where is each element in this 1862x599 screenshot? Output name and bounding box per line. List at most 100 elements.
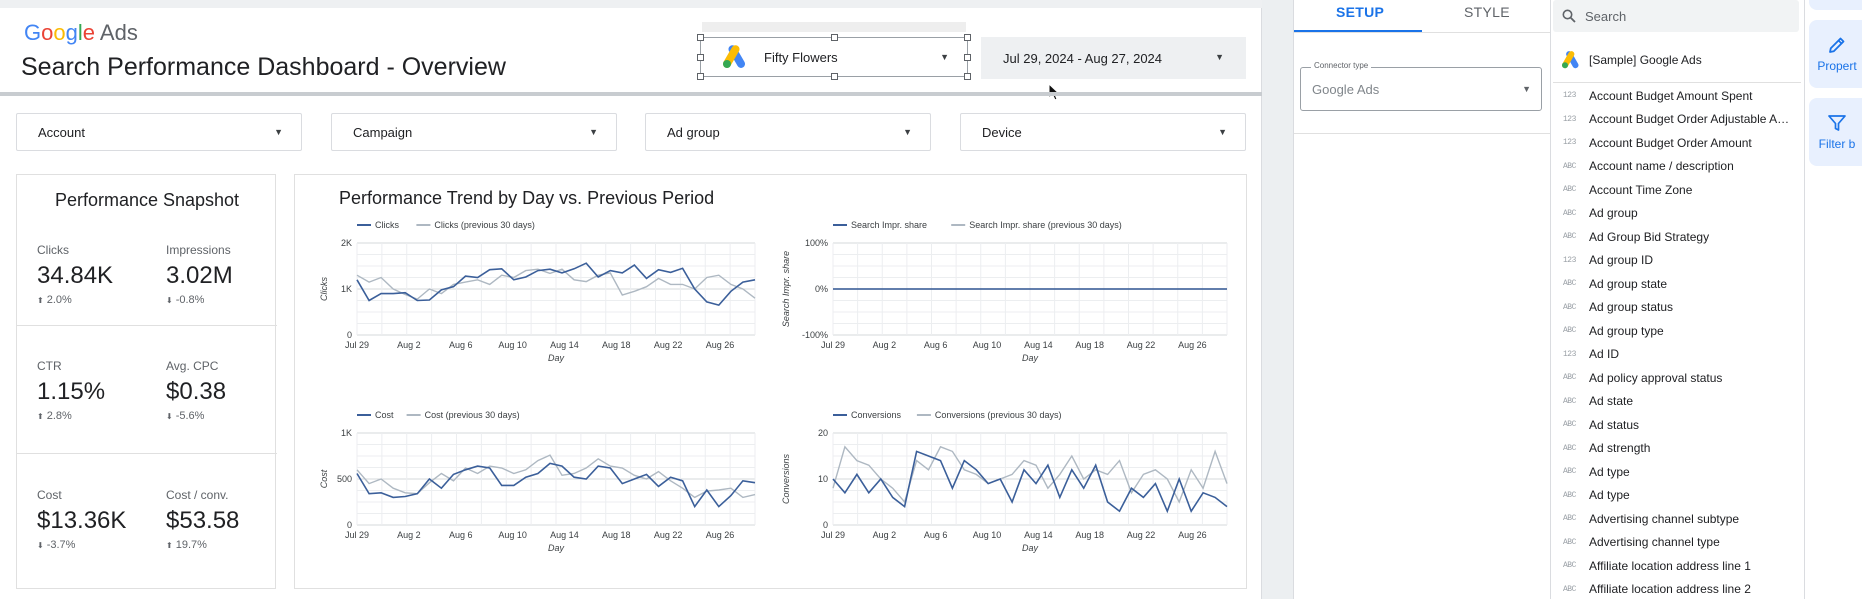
resize-handle[interactable] bbox=[831, 73, 838, 80]
field-name: Advertising channel subtype bbox=[1589, 511, 1740, 526]
kpi-value: $13.36K bbox=[37, 507, 127, 534]
text-type-icon: ABC bbox=[1563, 561, 1576, 570]
arrow-up-icon: ⬆ bbox=[166, 540, 173, 550]
field-item[interactable]: ABC Advertising channel subtype bbox=[1551, 507, 1804, 530]
kpi-label: CTR bbox=[37, 359, 62, 373]
chevron-down-icon: ▼ bbox=[1215, 52, 1224, 62]
kpi-label: Cost / conv. bbox=[166, 488, 229, 502]
field-item[interactable]: 123 Account Budget Amount Spent bbox=[1551, 84, 1804, 107]
header-divider bbox=[0, 92, 1262, 96]
field-item[interactable]: ABC Advertising channel type bbox=[1551, 531, 1804, 554]
filter-rail-button[interactable]: Filter b bbox=[1809, 98, 1862, 166]
field-item[interactable]: ABC Ad group type bbox=[1551, 319, 1804, 342]
field-name: Ad group status bbox=[1589, 300, 1674, 314]
field-name: Ad Group Bid Strategy bbox=[1589, 229, 1710, 244]
number-type-icon: 123 bbox=[1563, 255, 1576, 265]
resize-handle[interactable] bbox=[697, 73, 704, 80]
field-name: Ad status bbox=[1589, 417, 1640, 432]
kpi-delta: ⬇ -0.8% bbox=[166, 294, 205, 306]
x-tick-label: Aug 14 bbox=[1024, 530, 1053, 540]
filter-campaign[interactable]: Campaign ▼ bbox=[331, 113, 617, 151]
field-item[interactable]: ABC Affiliate location address line 2 bbox=[1551, 578, 1804, 599]
resize-handle[interactable] bbox=[964, 54, 971, 61]
chart-conversions[interactable]: Conversions Conversions (previous 30 days… bbox=[775, 407, 1235, 567]
x-tick-label: Aug 6 bbox=[924, 530, 948, 540]
data-source-name: [Sample] Google Ads bbox=[1589, 53, 1702, 67]
filter-device[interactable]: Device ▼ bbox=[960, 113, 1246, 151]
search-icon bbox=[1562, 9, 1576, 23]
field-item[interactable]: ABC Account Time Zone bbox=[1551, 178, 1804, 201]
field-item[interactable]: ABC Account name / description bbox=[1551, 155, 1804, 178]
kpi-value: $0.38 bbox=[166, 378, 227, 405]
filter-label: Campaign bbox=[353, 124, 413, 140]
field-item[interactable]: ABC Ad state bbox=[1551, 390, 1804, 413]
divider bbox=[1294, 32, 1551, 33]
account-selector[interactable]: Fifty Flowers ▼ bbox=[697, 34, 971, 80]
field-item[interactable]: 123 Ad ID bbox=[1551, 343, 1804, 366]
tab-setup[interactable]: SETUP bbox=[1336, 4, 1385, 20]
text-type-icon: ABC bbox=[1563, 279, 1576, 288]
filter-account[interactable]: Account ▼ bbox=[16, 113, 302, 151]
field-item[interactable]: ABC Affiliate location address line 1 bbox=[1551, 554, 1804, 577]
field-item[interactable]: ABC Ad type bbox=[1551, 460, 1804, 483]
resize-handle[interactable] bbox=[831, 34, 838, 41]
field-name: Account Budget Amount Spent bbox=[1589, 88, 1753, 103]
data-source-row[interactable]: [Sample] Google Ads bbox=[1561, 51, 1702, 69]
legend-label: Clicks bbox=[375, 220, 399, 230]
properties-rail-button[interactable]: Propert bbox=[1809, 20, 1862, 88]
resize-handle[interactable] bbox=[964, 34, 971, 41]
x-tick-label: Jul 29 bbox=[345, 530, 369, 540]
performance-snapshot-card[interactable]: Performance Snapshot Clicks 34.84K ⬆ 2.0%… bbox=[16, 174, 277, 589]
field-item[interactable]: 123 Ad group ID bbox=[1551, 249, 1804, 272]
date-range-control[interactable]: Jul 29, 2024 - Aug 27, 2024 ▼ bbox=[981, 37, 1246, 79]
kpi-label: Clicks bbox=[37, 243, 69, 257]
field-item[interactable]: 123 Account Budget Order Adjustable Am... bbox=[1551, 108, 1804, 131]
report-canvas[interactable]: Google Ads Search Performance Dashboard … bbox=[0, 0, 1262, 599]
chart-clicks[interactable]: Clicks Clicks (previous 30 days) 0 1K 2K Clic… bbox=[313, 217, 763, 377]
chevron-down-icon: ▼ bbox=[1218, 127, 1227, 137]
resize-handle[interactable] bbox=[964, 73, 971, 80]
field-item[interactable]: ABC Ad group status bbox=[1551, 296, 1804, 319]
right-rail: Propert Filter b bbox=[1804, 0, 1862, 599]
page-title: Search Performance Dashboard - Overview bbox=[21, 53, 506, 81]
field-item[interactable]: ABC Ad group bbox=[1551, 202, 1804, 225]
performance-trend-card[interactable]: Performance Trend by Day vs. Previous Pe… bbox=[294, 174, 1247, 589]
date-range-label: Jul 29, 2024 - Aug 27, 2024 bbox=[1003, 50, 1163, 66]
kpi-delta: ⬇ -3.7% bbox=[37, 539, 76, 551]
snapshot-title: Performance Snapshot bbox=[54, 190, 240, 210]
field-name: Ad ID bbox=[1589, 347, 1620, 361]
field-item[interactable]: ABC Ad strength bbox=[1551, 437, 1804, 460]
google-ads-icon bbox=[723, 45, 745, 68]
x-tick-label: Aug 2 bbox=[873, 530, 897, 540]
text-type-icon: ABC bbox=[1563, 514, 1576, 523]
resize-handle[interactable] bbox=[697, 34, 704, 41]
field-item[interactable]: ABC Ad status bbox=[1551, 413, 1804, 436]
resize-handle[interactable] bbox=[697, 54, 704, 61]
field-item[interactable]: 123 Account Budget Order Amount bbox=[1551, 131, 1804, 154]
text-type-icon: ABC bbox=[1563, 373, 1576, 382]
divider bbox=[17, 453, 277, 454]
canvas-top-band bbox=[0, 0, 1262, 8]
chart-cost[interactable]: Cost Cost (previous 30 days) 0 500 1K Cost Jul… bbox=[313, 407, 763, 567]
field-item[interactable]: ABC Ad group state bbox=[1551, 272, 1804, 295]
chart-search-impr-share[interactable]: Search Impr. share Search Impr. share (pr… bbox=[775, 217, 1235, 377]
number-type-icon: 123 bbox=[1563, 349, 1576, 359]
x-tick-label: Aug 6 bbox=[449, 530, 473, 540]
field-name: Ad state bbox=[1589, 394, 1634, 408]
chevron-down-icon: ▼ bbox=[903, 127, 912, 137]
series-line-current bbox=[832, 450, 1228, 514]
y-axis-label: Clicks bbox=[319, 277, 329, 301]
field-item[interactable]: ABC Ad type bbox=[1551, 484, 1804, 507]
search-input[interactable]: Search bbox=[1585, 8, 1627, 24]
legend-label: Clicks (previous 30 days) bbox=[434, 220, 535, 230]
connector-type-select[interactable]: Connector type Google Ads ▼ bbox=[1300, 61, 1542, 111]
field-item[interactable]: ABC Ad Group Bid Strategy bbox=[1551, 225, 1804, 248]
number-type-icon: 123 bbox=[1563, 91, 1576, 100]
field-item[interactable]: ABC Ad policy approval status bbox=[1551, 366, 1804, 389]
x-tick-label: Aug 26 bbox=[706, 340, 735, 350]
field-search[interactable]: Search bbox=[1553, 0, 1799, 32]
x-tick-label: Aug 14 bbox=[550, 530, 579, 540]
text-type-icon: ABC bbox=[1563, 185, 1576, 194]
tab-style[interactable]: STYLE bbox=[1464, 4, 1510, 20]
filter-ad-group[interactable]: Ad group ▼ bbox=[645, 113, 931, 151]
